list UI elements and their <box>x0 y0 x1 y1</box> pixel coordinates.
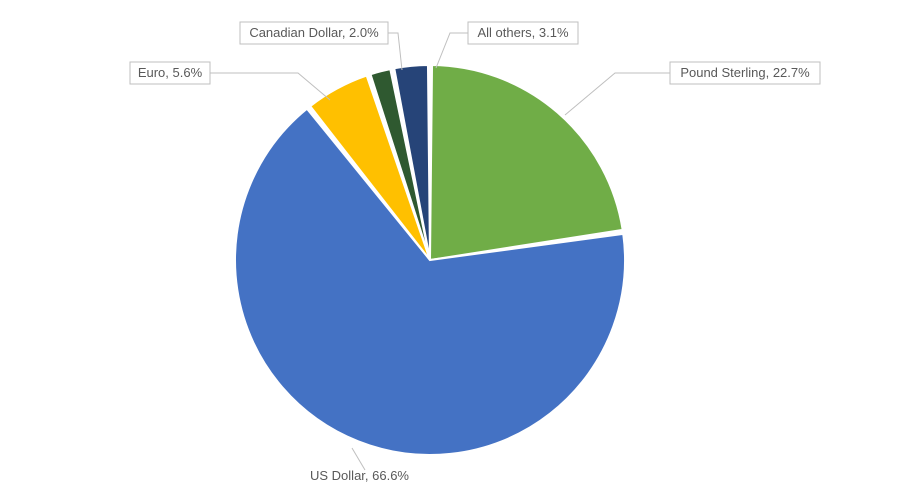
leader-line <box>436 33 468 68</box>
slice-label: Pound Sterling, 22.7% <box>680 65 810 80</box>
leader-line <box>210 73 330 100</box>
pie-chart-container: Pound Sterling, 22.7% US Dollar, 66.6% Eur… <box>0 0 900 500</box>
slice-label: All others, 3.1% <box>477 25 568 40</box>
slice-label: Canadian Dollar, 2.0% <box>249 25 379 40</box>
slice-label: US Dollar, 66.6% <box>310 468 409 483</box>
pie-slice <box>430 65 623 260</box>
pie-chart-svg: Pound Sterling, 22.7% US Dollar, 66.6% Eur… <box>0 0 900 500</box>
leader-line <box>565 73 670 115</box>
slice-label: Euro, 5.6% <box>138 65 203 80</box>
leader-line <box>388 33 402 70</box>
leader-line <box>352 448 365 470</box>
